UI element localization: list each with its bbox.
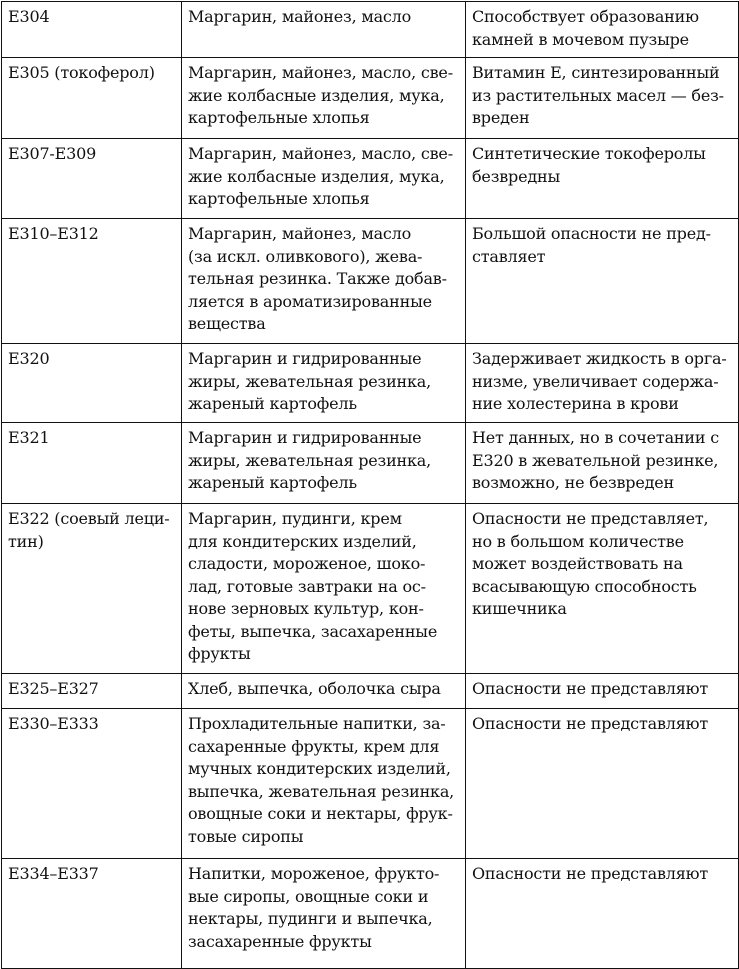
table-row: E307-E309 Маргарин, майонез, масло, све- … [1, 138, 739, 219]
additive-code-cell: E330–E333 [1, 708, 182, 859]
additive-code-cell: E320 [1, 343, 182, 423]
table-row: E304 Маргарин, майонез, масло Способствует… [1, 1, 739, 58]
products-cell: Напитки, мороженое, фрукто- вые сиропы, … [181, 858, 466, 969]
products-cell: Хлеб, выпечка, оболочка сыра [181, 673, 466, 709]
table-row: E320 Маргарин и гидрированные жиры, жеват… [1, 343, 739, 423]
products-cell: Маргарин, майонез, масло, све- жие колба… [181, 138, 466, 219]
additive-code-cell: E304 [1, 1, 182, 58]
effect-cell: Большой опасности не пред- ставляет [465, 218, 739, 344]
table-row: E334–E337 Напитки, мороженое, фрукто- вые… [1, 858, 739, 969]
effect-cell: Опасности не представляют [465, 708, 739, 859]
effect-cell: Способствует образованию камней в мочево… [465, 1, 739, 58]
products-cell: Маргарин, майонез, масло [181, 1, 466, 58]
table-row: E322 (соевый леци- тин) Маргарин, пудинги… [1, 503, 739, 674]
table-row: E325–E327 Хлеб, выпечка, оболочка сыра Опа… [1, 673, 739, 709]
additive-code-cell: E334–E337 [1, 858, 182, 969]
products-cell: Маргарин и гидрированные жиры, жевательн… [181, 343, 466, 423]
effect-cell: Витамин E, синтезированный из растительн… [465, 57, 739, 139]
table-row: E330–E333 Прохладительные напитки, за- са… [1, 708, 739, 859]
products-cell: Маргарин, майонез, масло, све- жие колба… [181, 57, 466, 139]
table-row: E310–E312 Маргарин, майонез, масло (за ис… [1, 218, 739, 344]
table-row: E321 Маргарин и гидрированные жиры, жеват… [1, 422, 739, 504]
additive-code-cell: E307-E309 [1, 138, 182, 219]
products-cell: Маргарин, майонез, масло (за искл. оливк… [181, 218, 466, 344]
effect-cell: Опасности не представляет, но в большом … [465, 503, 739, 674]
effect-cell: Опасности не представляют [465, 858, 739, 969]
additive-code-cell: E305 (токоферол) [1, 57, 182, 139]
additive-code-cell: E310–E312 [1, 218, 182, 344]
effect-cell: Нет данных, но в сочетании с E320 в жева… [465, 422, 739, 504]
effect-cell: Задерживает жидкость в орга- низме, увел… [465, 343, 739, 423]
products-cell: Прохладительные напитки, за- сахаренные … [181, 708, 466, 859]
products-cell: Маргарин и гидрированные жиры, жевательн… [181, 422, 466, 504]
table-row: E305 (токоферол) Маргарин, майонез, масло… [1, 57, 739, 139]
additive-code-cell: E322 (соевый леци- тин) [1, 503, 182, 674]
additive-code-cell: E325–E327 [1, 673, 182, 709]
additive-code-cell: E321 [1, 422, 182, 504]
products-cell: Маргарин, пудинги, крем для кондитерских… [181, 503, 466, 674]
effect-cell: Синтетические токоферолы безвредны [465, 138, 739, 219]
effect-cell: Опасности не представляют [465, 673, 739, 709]
